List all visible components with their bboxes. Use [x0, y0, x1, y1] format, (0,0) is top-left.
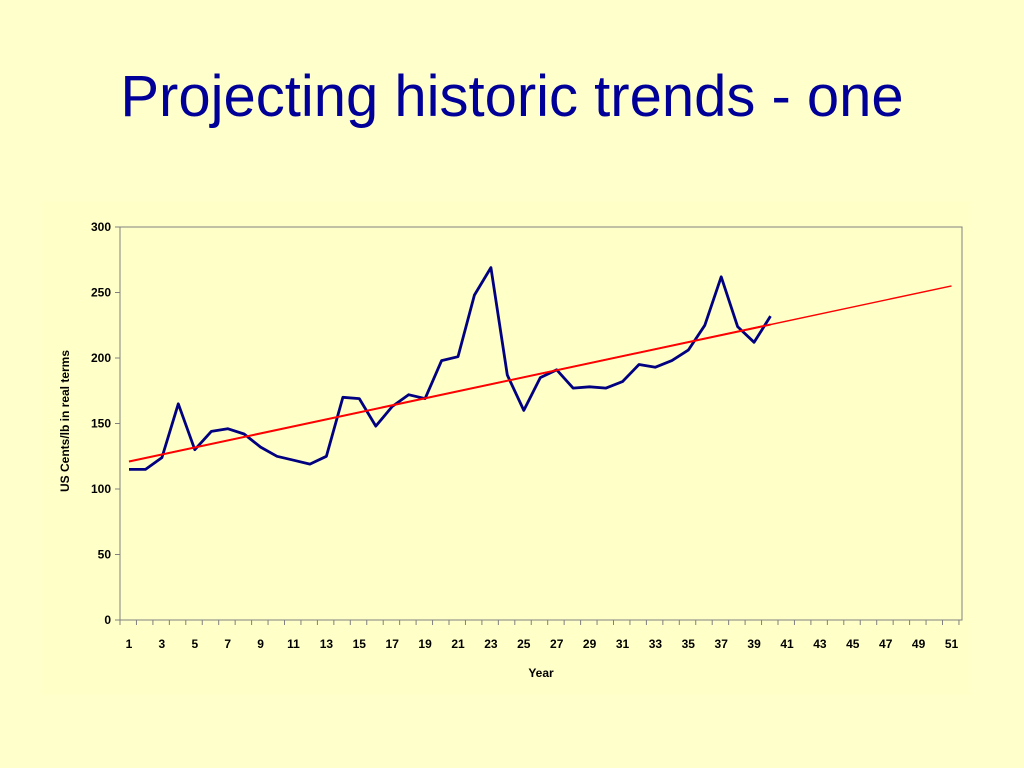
x-tick-label: 43 — [813, 637, 827, 651]
x-tick-label: 49 — [912, 637, 926, 651]
x-tick-label: 1 — [126, 637, 133, 651]
y-tick-label: 0 — [104, 613, 111, 627]
y-tick-label: 100 — [91, 482, 111, 496]
chart-panel: 0 50 100 150 200 250 300 1 3 5 7 9 11 13 15 17 19 21 23 25… — [41, 201, 970, 695]
x-tick-label: 17 — [386, 637, 400, 651]
x-tick-label: 19 — [418, 637, 432, 651]
x-tick-label: 51 — [945, 637, 959, 651]
y-tick-label: 150 — [91, 417, 111, 431]
y-axis: 0 50 100 150 200 250 300 — [91, 220, 120, 627]
x-tick-label: 27 — [550, 637, 564, 651]
x-tick-label: 33 — [649, 637, 663, 651]
y-tick-label: 250 — [91, 286, 111, 300]
y-tick-label: 50 — [98, 548, 112, 562]
price-series-line — [129, 266, 772, 471]
x-tick-label: 3 — [159, 637, 166, 651]
x-axis-title: Year — [528, 666, 554, 680]
x-tick-label: 25 — [517, 637, 531, 651]
x-tick-label: 47 — [879, 637, 893, 651]
x-tick-label: 9 — [257, 637, 264, 651]
plot-area — [119, 226, 963, 621]
x-axis: 1 3 5 7 9 11 13 15 17 19 21 23 25 27 29 31 33 35 37 39 41 43 4… — [119, 620, 960, 651]
y-tick-label: 200 — [91, 351, 111, 365]
x-tick-label: 41 — [780, 637, 794, 651]
x-tick-label: 7 — [224, 637, 231, 651]
x-tick-label: 11 — [287, 637, 300, 651]
slide-title: Projecting historic trends - one — [120, 64, 904, 129]
x-tick-label: 45 — [846, 637, 860, 651]
x-tick-label: 5 — [191, 637, 198, 651]
x-tick-label: 29 — [583, 637, 597, 651]
x-tick-label: 35 — [682, 637, 696, 651]
x-tick-label: 13 — [320, 637, 334, 651]
x-tick-label: 31 — [616, 637, 630, 651]
trend-line-fitted — [128, 323, 771, 463]
y-axis-title: US Cents/lb in real terms — [58, 350, 72, 492]
y-tick-label: 300 — [91, 220, 111, 234]
series-layer — [128, 266, 952, 471]
x-tick-label: 23 — [484, 637, 498, 651]
x-tick-label: 39 — [747, 637, 761, 651]
x-tick-label: 21 — [451, 637, 465, 651]
x-tick-label: 37 — [715, 637, 729, 651]
x-tick-label: 15 — [353, 637, 367, 651]
